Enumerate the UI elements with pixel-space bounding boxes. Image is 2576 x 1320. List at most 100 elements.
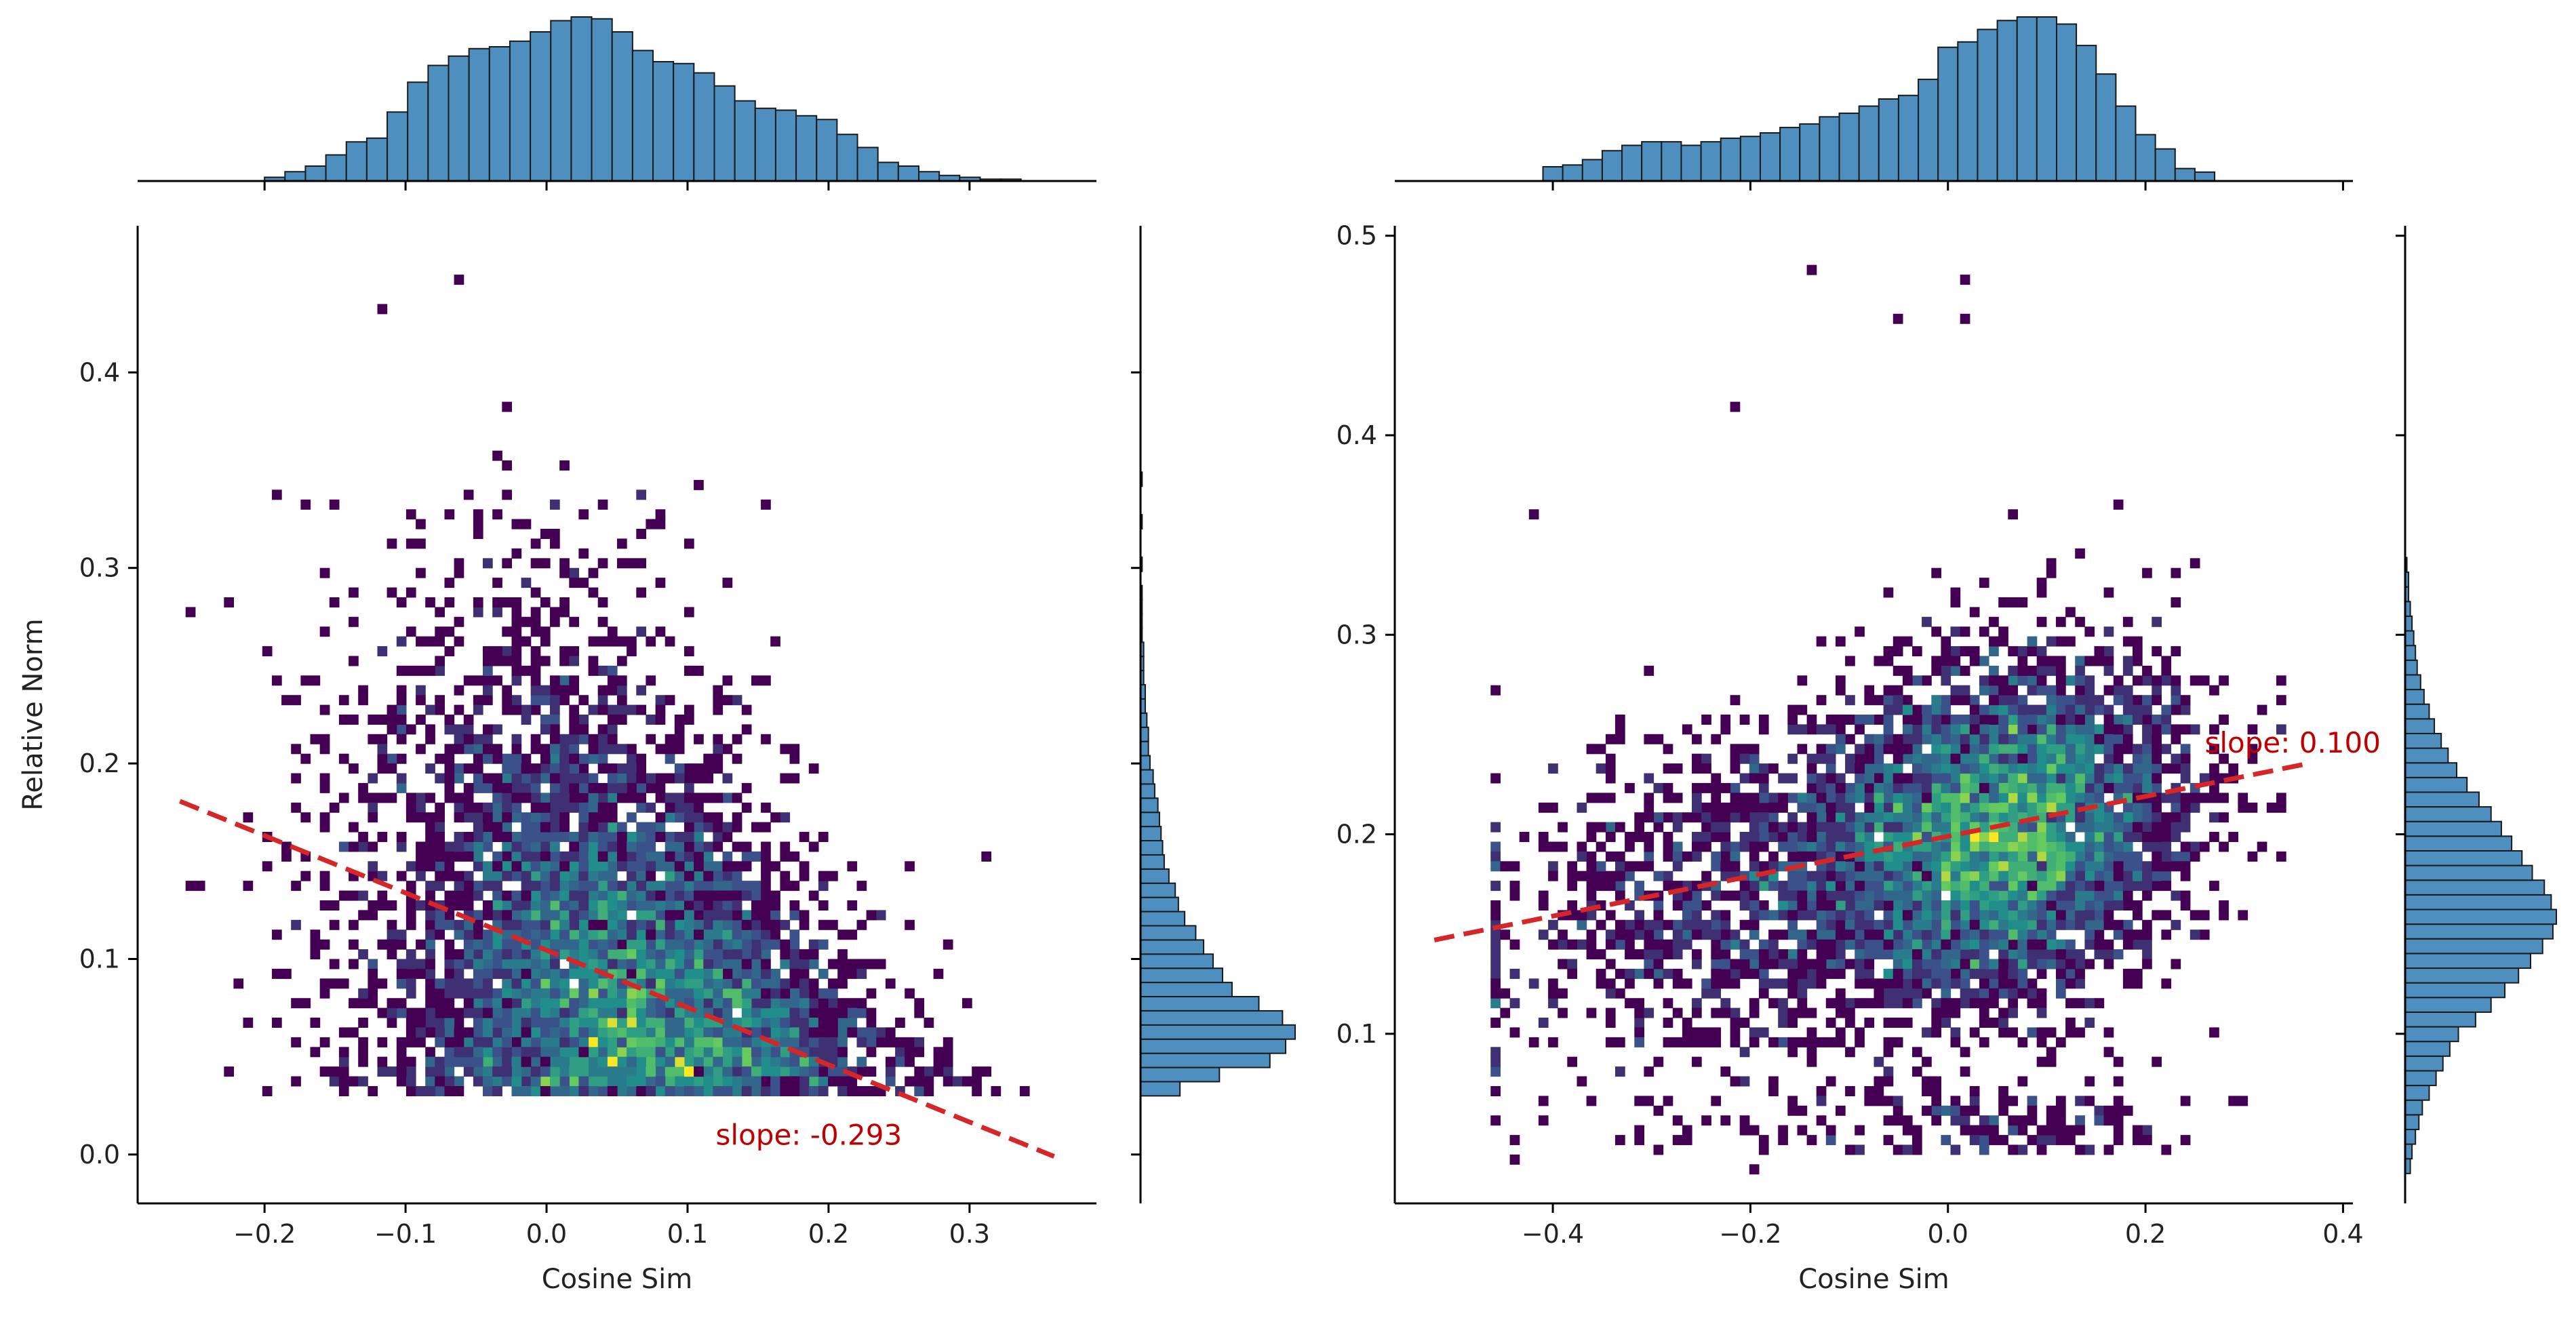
right-heat-cell (2094, 812, 2105, 823)
left-heat-cell (444, 715, 455, 725)
left-marginal-x-bar (407, 81, 429, 182)
left-heat-cell (722, 1056, 733, 1067)
left-heat-cell (540, 685, 551, 696)
left-heat-cell (454, 812, 464, 823)
right-heat-cell (1787, 773, 1798, 784)
right-heat-cell (1845, 753, 1855, 764)
left-heat-cell (521, 665, 532, 676)
right-heat-cell (1663, 881, 1673, 892)
right-heat-cell (2122, 871, 2133, 881)
right-heat-cell (1950, 1144, 1961, 1155)
left-heat-cell (416, 744, 426, 755)
right-heat-cell (1845, 1144, 1855, 1155)
left-heat-cell (597, 695, 608, 706)
left-heat-cell (655, 1037, 666, 1047)
right-heat-cell (1998, 1105, 2008, 1116)
right-heat-cell (1653, 910, 1664, 921)
left-heat-cell (761, 851, 771, 862)
left-heat-cell (627, 763, 637, 774)
right-heat-cell (2036, 793, 2047, 803)
right-heat-cell (1797, 910, 1808, 921)
right-heat-cell (2133, 968, 2143, 979)
right-heat-cell (1682, 929, 1692, 940)
left-heat-cell (665, 1027, 675, 1038)
right-heat-cell (1874, 988, 1884, 999)
left-heat-cell (665, 812, 675, 823)
right-heat-cell (2008, 724, 2018, 735)
right-heat-cell (1490, 900, 1501, 911)
right-heat-cell (1806, 900, 1817, 911)
left-heat-cell (617, 988, 627, 999)
left-heat-cell (703, 929, 713, 940)
right-heat-cell (1902, 968, 1913, 979)
right-heat-cell (1989, 802, 1999, 813)
right-heat-cell (2161, 871, 2172, 881)
right-heat-cell (2056, 988, 2066, 999)
left-heat-cell (463, 1027, 474, 1038)
right-heat-cell (1797, 704, 1808, 715)
left-marginal-x-bar (836, 134, 858, 182)
left-heat-cell (454, 616, 464, 627)
left-heat-cell (511, 802, 522, 813)
left-heat-cell (492, 773, 502, 784)
right-heat-cell (2113, 499, 2124, 510)
right-heat-cell (1749, 753, 1760, 764)
left-heat-cell (943, 1056, 953, 1067)
right-heat-cell (2180, 1096, 2191, 1106)
left-heat-cell (473, 782, 483, 793)
right-heat-cell (2113, 744, 2124, 755)
right-heat-cell (1605, 910, 1616, 921)
right-heat-cell (1768, 939, 1779, 950)
left-heat-cell (281, 968, 292, 979)
right-heat-cell (1739, 900, 1750, 911)
right-heat-cell (2075, 910, 2085, 921)
left-heat-cell (368, 978, 378, 989)
right-heat-cell (2122, 685, 2133, 696)
left-x-tick-label: 0.1 (667, 1219, 708, 1249)
left-heat-cell (396, 929, 407, 940)
left-heat-cell (799, 1086, 810, 1096)
right-heat-cell (1509, 1154, 1520, 1165)
right-2d-histogram (1490, 264, 2286, 1175)
right-heat-cell (1922, 782, 1932, 793)
right-heat-cell (2084, 900, 2095, 911)
left-heat-cell (530, 1037, 541, 1047)
right-heat-cell (1768, 910, 1779, 921)
left-heat-cell (492, 910, 502, 921)
left-heat-cell (502, 1037, 512, 1047)
right-heat-cell (1836, 900, 1846, 911)
left-heat-cell (291, 998, 301, 1009)
left-heat-cell (627, 841, 637, 852)
right-heat-cell (2171, 646, 2181, 657)
right-marginal-x-bar (1878, 98, 1899, 182)
left-heat-cell (722, 1047, 733, 1058)
left-heat-cell (665, 900, 675, 911)
right-heat-cell (2171, 919, 2181, 930)
right-heat-cell (1749, 841, 1760, 852)
left-heat-cell (655, 929, 666, 940)
right-heat-cell (2084, 1144, 2095, 1155)
left-heat-cell (502, 1007, 512, 1018)
left-heat-cell (646, 773, 656, 784)
left-heat-cell (540, 900, 551, 911)
left-heat-cell (770, 1007, 780, 1018)
left-heat-cell (540, 715, 551, 725)
left-heat-cell (425, 812, 435, 823)
right-heat-cell (2161, 929, 2172, 940)
left-heat-cell (607, 704, 618, 715)
left-heat-cell (569, 578, 579, 588)
left-heat-cell (578, 1037, 589, 1047)
right-heat-cell (1739, 890, 1750, 901)
right-heat-cell (1596, 793, 1606, 803)
right-heat-cell (1739, 959, 1750, 969)
left-heat-cell (607, 919, 618, 930)
right-heat-cell (2180, 861, 2191, 872)
left-heat-cell (530, 861, 541, 872)
left-heat-cell (454, 773, 464, 784)
left-heat-cell (405, 538, 416, 549)
right-heat-cell (2247, 753, 2258, 764)
right-heat-cell (1874, 949, 1884, 960)
right-heat-cell (1864, 871, 1875, 881)
left-heat-cell (358, 1056, 368, 1067)
right-heat-cell (1893, 998, 1903, 1009)
